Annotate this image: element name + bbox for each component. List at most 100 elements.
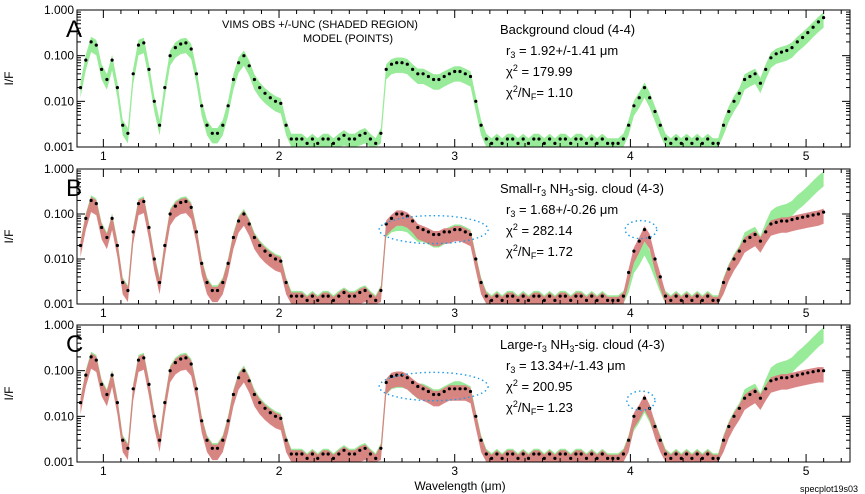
model-point bbox=[300, 294, 304, 298]
model-point bbox=[590, 137, 594, 141]
model-point bbox=[326, 452, 330, 456]
model-point bbox=[822, 369, 826, 373]
title-part: Large-r bbox=[500, 337, 543, 352]
model-point bbox=[606, 456, 610, 460]
model-point bbox=[252, 392, 256, 397]
model-point bbox=[289, 137, 293, 141]
radius-value: = 1.68+/-0.26 μm bbox=[515, 202, 618, 217]
model-point bbox=[163, 86, 167, 90]
model-point bbox=[595, 298, 599, 302]
model-point bbox=[295, 294, 299, 298]
model-point bbox=[215, 446, 220, 450]
model-point bbox=[273, 414, 278, 418]
model-point bbox=[669, 141, 673, 145]
x-tick-label: 3 bbox=[451, 464, 458, 478]
model-point bbox=[237, 376, 241, 380]
model-point bbox=[663, 294, 668, 298]
model-point bbox=[173, 361, 177, 365]
model-point bbox=[495, 137, 499, 141]
model-point bbox=[100, 225, 104, 230]
model-point bbox=[669, 298, 673, 302]
model-point bbox=[674, 137, 678, 141]
model-point bbox=[516, 456, 520, 460]
model-point bbox=[779, 219, 784, 223]
x-tick-label: 4 bbox=[627, 306, 634, 320]
model-point bbox=[342, 133, 346, 137]
model-point bbox=[321, 137, 325, 141]
chi-symbol: χ bbox=[506, 379, 513, 394]
model-point bbox=[711, 141, 715, 145]
model-point bbox=[152, 99, 156, 103]
model-point bbox=[395, 212, 399, 216]
model-point bbox=[263, 91, 267, 95]
model-point bbox=[263, 406, 267, 410]
model-point bbox=[395, 373, 399, 377]
model-point bbox=[184, 41, 188, 45]
reduced-chi-subscript: F bbox=[531, 92, 537, 102]
legend-line-2: MODEL (POINTS) bbox=[303, 33, 393, 45]
model-point bbox=[205, 123, 209, 127]
model-point bbox=[453, 69, 457, 74]
model-point bbox=[84, 216, 88, 220]
reduced-chi-annotation: χ2/NF= 1.10 bbox=[506, 84, 573, 102]
model-point bbox=[342, 448, 346, 452]
model-point bbox=[426, 389, 430, 394]
model-point bbox=[806, 371, 810, 375]
model-point bbox=[194, 230, 199, 234]
model-point bbox=[105, 235, 109, 240]
model-point bbox=[442, 74, 446, 79]
model-point bbox=[627, 270, 631, 275]
model-point bbox=[516, 298, 520, 302]
radius-annotation: r3 = 13.34+/-1.43 μm bbox=[506, 358, 625, 375]
model-point bbox=[674, 452, 678, 456]
model-point bbox=[690, 298, 694, 302]
model-point bbox=[173, 46, 177, 50]
model-point bbox=[458, 228, 462, 232]
model-point bbox=[632, 414, 636, 418]
model-point bbox=[184, 199, 188, 204]
model-point bbox=[505, 294, 509, 298]
model-point bbox=[337, 137, 341, 141]
model-point bbox=[94, 358, 98, 362]
model-point bbox=[94, 202, 98, 206]
model-point bbox=[247, 379, 251, 383]
x-tick-label: 1 bbox=[100, 149, 107, 163]
model-point bbox=[474, 257, 478, 261]
model-point bbox=[210, 288, 214, 293]
model-point bbox=[326, 137, 330, 141]
model-point bbox=[284, 123, 288, 127]
chi-value: = 179.99 bbox=[518, 64, 573, 79]
model-point bbox=[732, 257, 736, 261]
model-point bbox=[305, 298, 309, 302]
model-point bbox=[179, 357, 183, 361]
model-point bbox=[779, 50, 784, 54]
model-point bbox=[685, 452, 689, 456]
model-point bbox=[753, 389, 757, 394]
model-point bbox=[616, 298, 620, 302]
model-point bbox=[642, 396, 647, 400]
model-point bbox=[764, 230, 768, 234]
model-point bbox=[384, 380, 388, 385]
model-point bbox=[627, 438, 631, 442]
model-point bbox=[816, 20, 821, 24]
bands bbox=[78, 171, 826, 304]
obs-uncertainty-band bbox=[80, 12, 824, 147]
model-point bbox=[685, 137, 689, 141]
model-point bbox=[279, 101, 283, 105]
model-point bbox=[310, 137, 314, 141]
model-point bbox=[115, 401, 119, 405]
reduced-chi-slash: /N bbox=[518, 244, 531, 259]
model-point bbox=[163, 401, 167, 405]
model-point bbox=[479, 438, 483, 442]
model-point bbox=[642, 228, 647, 232]
model-point bbox=[210, 131, 214, 135]
model-point bbox=[426, 230, 430, 234]
model-point bbox=[295, 137, 299, 141]
model-point bbox=[305, 456, 309, 460]
model-point bbox=[89, 355, 93, 359]
panel-A: 1 2 3 4 5 1.000 0.100 0.010 0.001 I/F A Background … bbox=[2, 3, 851, 163]
model-point bbox=[569, 141, 573, 145]
model-point bbox=[368, 452, 372, 456]
y-tick-label: 1.000 bbox=[44, 3, 74, 17]
